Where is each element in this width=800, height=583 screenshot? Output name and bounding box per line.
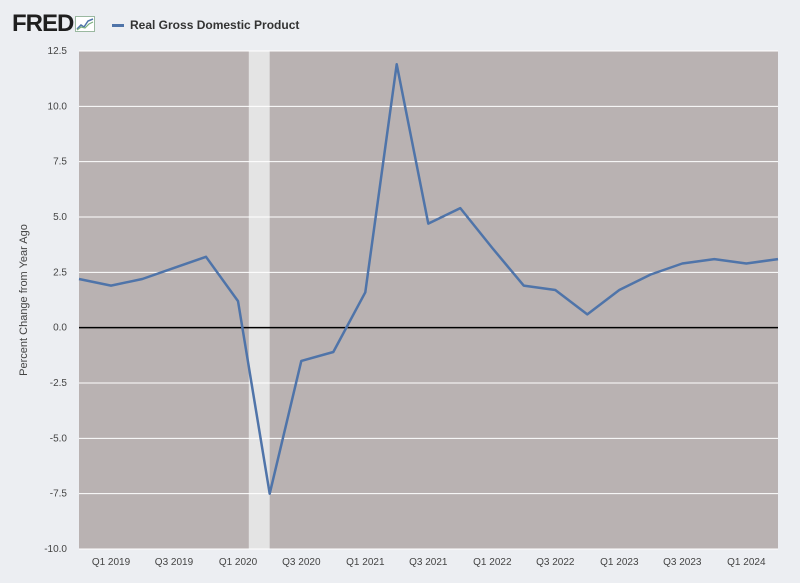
trend-graph-icon (75, 16, 96, 32)
chart-header: FRED Real Gross Domestic Product (0, 0, 800, 44)
x-tick-label: Q3 2019 (155, 557, 194, 568)
y-tick-label: 0.0 (53, 323, 67, 334)
x-tick-label: Q1 2022 (473, 557, 512, 568)
y-tick-label: 7.5 (53, 157, 67, 168)
fred-logo[interactable]: FRED (12, 10, 96, 37)
y-tick-label: 5.0 (53, 212, 67, 223)
y-tick-label: 2.5 (53, 267, 67, 278)
x-tick-label: Q1 2019 (92, 557, 131, 568)
legend-swatch (112, 23, 124, 27)
y-axis-label: Percent Change from Year Ago (18, 224, 30, 376)
y-tick-label: 10.0 (48, 101, 68, 112)
grid-lines (79, 50, 778, 550)
y-tick-label: -10.0 (44, 544, 67, 555)
y-axis-ticks: 12.5 10.0 7.5 5.0 2.5 0.0 -2.5 -5.0 -7.5 -10.0 (44, 46, 67, 555)
x-tick-label: Q1 2023 (600, 557, 639, 568)
y-tick-label: -2.5 (50, 378, 68, 389)
y-tick-label: -7.5 (50, 489, 68, 500)
x-tick-label: Q1 2020 (219, 557, 258, 568)
series-line-gdp[interactable] (78, 63, 779, 495)
recession-shading (248, 51, 270, 549)
x-tick-label: Q3 2021 (409, 557, 448, 568)
y-tick-label: -5.0 (50, 433, 68, 444)
legend-label: Real Gross Domestic Product (130, 18, 300, 32)
x-tick-label: Q3 2020 (282, 557, 321, 568)
x-tick-label: Q3 2022 (536, 557, 575, 568)
chart-legend[interactable]: Real Gross Domestic Product (112, 18, 299, 32)
x-tick-label: Q1 2021 (346, 557, 385, 568)
y-tick-label: 12.5 (48, 46, 68, 57)
x-tick-label: Q1 2024 (727, 557, 766, 568)
x-axis-ticks: Q1 2019 Q3 2019 Q1 2020 Q3 2020 Q1 2021 Q3 20… (92, 557, 766, 568)
x-tick-label: Q3 2023 (663, 557, 702, 568)
fred-logo-text: FRED (12, 10, 74, 37)
plot-area (79, 51, 778, 549)
